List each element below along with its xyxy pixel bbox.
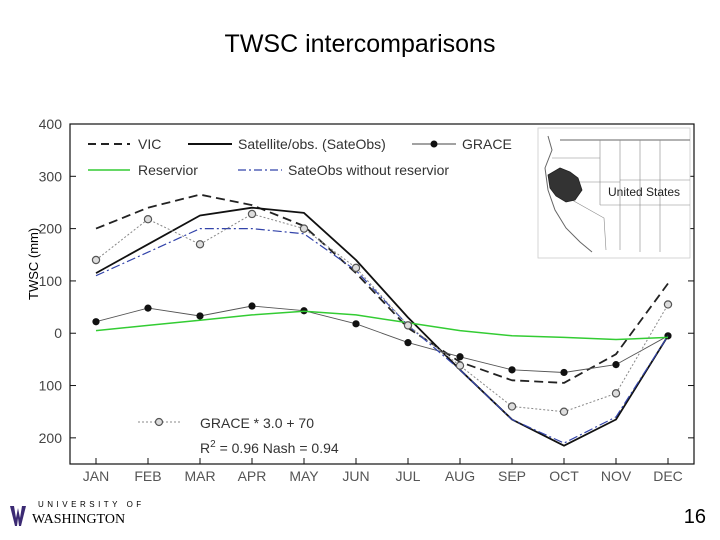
y-tick-label: 200 (39, 430, 63, 446)
grace-scaled-point (663, 300, 673, 309)
grace-point (248, 302, 256, 310)
x-tick-label: NOV (601, 468, 632, 484)
x-tick-label: JUN (342, 468, 369, 484)
legend-grace-label: GRACE (462, 136, 512, 152)
r2-annotation: R2 = 0.96 Nash = 0.94 (200, 439, 339, 456)
y-tick-label: 0 (54, 325, 62, 341)
grace-scaled-point (455, 361, 465, 370)
grace-point (560, 368, 568, 377)
legend-satobs-no-res-label: SateObs without reservior (288, 162, 449, 178)
series-line-1 (95, 206, 669, 447)
grace-scaled-point (299, 224, 309, 233)
grace-point (144, 304, 152, 312)
x-axis-ticks (95, 458, 669, 464)
university-logo: UNIVERSITY OF WASHINGTON (8, 500, 148, 530)
state-borders (552, 140, 690, 252)
series-line-5 (95, 213, 669, 413)
series-layer (91, 193, 673, 447)
slide-title: TWSC intercomparisons (224, 30, 496, 58)
grace-scaled-point (247, 209, 257, 219)
x-tick-label: MAY (289, 468, 319, 484)
basin-region (547, 167, 583, 203)
inset-us-map: United States (537, 127, 691, 259)
logo-washington: WASHINGTON (32, 512, 126, 527)
inset-map-label: United States (608, 185, 680, 199)
grace-scaled-point (195, 240, 205, 249)
grace-scaled-point (403, 321, 413, 330)
legend-vic-label: VIC (138, 136, 161, 152)
series-line-2 (95, 305, 669, 373)
grace-point (404, 339, 412, 347)
y-axis-label: TWSC (mm) (26, 228, 41, 300)
legend: VIC Satellite/obs. (SateObs) GRACE Reser… (88, 136, 512, 456)
y-tick-label: 100 (39, 273, 63, 289)
y-tick-label: 200 (39, 221, 63, 237)
grace-scaled-point (507, 402, 517, 411)
grace-point (92, 318, 100, 326)
page-number: 16 (683, 506, 706, 528)
x-tick-label: MAR (184, 468, 215, 484)
logo-university-of: UNIVERSITY OF (38, 500, 145, 509)
x-tick-label: APR (238, 468, 267, 484)
y-axis-tick-labels: 400 300 200 100 0 100 200 (39, 116, 63, 446)
grace-point (196, 312, 204, 320)
x-tick-label: JUL (396, 468, 421, 484)
y-tick-label: 300 (39, 168, 63, 184)
grace-scaled-point (559, 407, 569, 416)
x-axis-tick-labels: JAN FEB MAR APR MAY JUN JUL AUG SEP OCT NOV DEC (83, 468, 683, 484)
x-tick-label: DEC (653, 468, 683, 484)
x-tick-label: JAN (83, 468, 109, 484)
y-tick-label: 400 (39, 116, 63, 132)
grace-scaled-point (351, 263, 361, 273)
series-line-0 (95, 193, 669, 384)
series-line-3 (95, 310, 669, 341)
uw-logo-icon (10, 506, 26, 526)
grace-point (456, 353, 464, 361)
grace-scaled-point (91, 255, 101, 265)
series-line-4 (95, 228, 669, 444)
grace-point (352, 320, 360, 328)
y-tick-label: 100 (39, 378, 63, 394)
legend-satobs-label: Satellite/obs. (SateObs) (238, 136, 386, 152)
grace-scaled-point (611, 389, 621, 398)
legend-reservoir-label: Reservior (138, 162, 198, 178)
legend-grace-scaled-label: GRACE * 3.0 + 70 (200, 415, 314, 431)
x-tick-label: AUG (445, 468, 475, 484)
grace-scaled-point (143, 214, 153, 224)
legend-grace-scaled-marker (154, 417, 164, 427)
grace-point (508, 366, 516, 374)
x-tick-label: OCT (549, 468, 579, 484)
legend-grace-marker (430, 140, 438, 148)
x-tick-label: FEB (134, 468, 161, 484)
x-tick-label: SEP (498, 468, 526, 484)
grace-point (612, 361, 620, 369)
us-coastline (544, 135, 690, 253)
